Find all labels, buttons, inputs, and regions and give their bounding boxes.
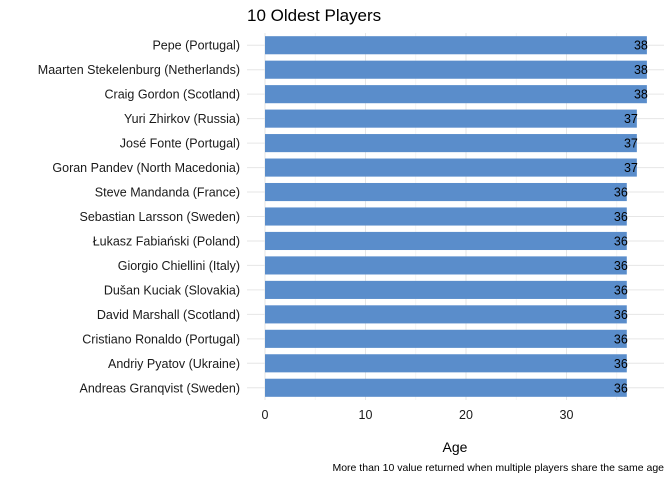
y-tick-label: Cristiano Ronaldo (Portugal): [82, 332, 240, 346]
data-label: 36: [614, 381, 628, 395]
y-tick-label: Giorgio Chiellini (Italy): [118, 259, 240, 273]
bar: [265, 182, 627, 202]
y-tick-label: Sebastian Larsson (Sweden): [79, 210, 240, 224]
bar: [265, 256, 627, 275]
bar: [265, 134, 637, 153]
data-label: 38: [634, 39, 648, 53]
bars: [265, 36, 647, 397]
y-tick-label: Yuri Zhirkov (Russia): [124, 112, 240, 126]
data-label: 36: [614, 234, 628, 248]
y-tick-label: David Marshall (Scotland): [97, 308, 240, 322]
x-tick-label: 20: [459, 408, 473, 422]
data-label: 37: [624, 112, 638, 126]
bar: [265, 354, 627, 373]
bar: [265, 207, 627, 226]
data-label: 36: [614, 186, 628, 200]
y-tick-label: Goran Pandev (North Macedonia): [52, 161, 240, 175]
data-label: 36: [614, 210, 628, 224]
chart-title: 10 Oldest Players: [247, 6, 381, 25]
bar: [265, 231, 627, 251]
bar: [265, 329, 627, 348]
y-tick-label: José Fonte (Portugal): [120, 137, 240, 151]
data-label: 37: [624, 137, 638, 151]
x-tick-label: 10: [359, 408, 373, 422]
x-axis-title: Age: [443, 439, 468, 455]
data-label: 37: [624, 161, 638, 175]
data-label: 36: [614, 332, 628, 346]
bar: [265, 280, 627, 299]
y-tick-label: Maarten Stekelenburg (Netherlands): [38, 63, 240, 77]
y-tick-label: Andriy Pyatov (Ukraine): [108, 357, 240, 371]
x-tick-label: 0: [262, 408, 269, 422]
bar: [265, 60, 647, 79]
bar: [265, 305, 627, 324]
bar: [265, 85, 647, 104]
data-label: 36: [614, 283, 628, 297]
y-tick-label: Dušan Kuciak (Slovakia): [104, 283, 240, 297]
chart-caption: More than 10 value returned when multipl…: [332, 462, 664, 474]
y-tick-label: Łukasz Fabiański (Poland): [93, 234, 240, 248]
data-label: 36: [614, 308, 628, 322]
data-label: 38: [634, 63, 648, 77]
bar: [265, 158, 637, 177]
x-tick-label: 30: [560, 408, 574, 422]
y-axis-labels: Pepe (Portugal) Maarten Stekelenburg (Net…: [38, 39, 240, 396]
bar: [265, 378, 627, 397]
bar: [265, 109, 637, 128]
y-tick-label: Pepe (Portugal): [152, 39, 240, 53]
data-label: 36: [614, 357, 628, 371]
x-axis-ticks: 0 10 20 30: [262, 408, 574, 422]
y-tick-label: Andreas Granqvist (Sweden): [80, 381, 241, 395]
y-tick-label: Steve Mandanda (France): [95, 186, 240, 200]
bar: [265, 36, 647, 55]
data-label: 36: [614, 259, 628, 273]
data-label: 38: [634, 88, 648, 102]
data-labels: 38 38 38 37 37 37 36 36 36 36 36 36 36 36 36: [614, 39, 648, 396]
y-tick-label: Craig Gordon (Scotland): [105, 88, 240, 102]
